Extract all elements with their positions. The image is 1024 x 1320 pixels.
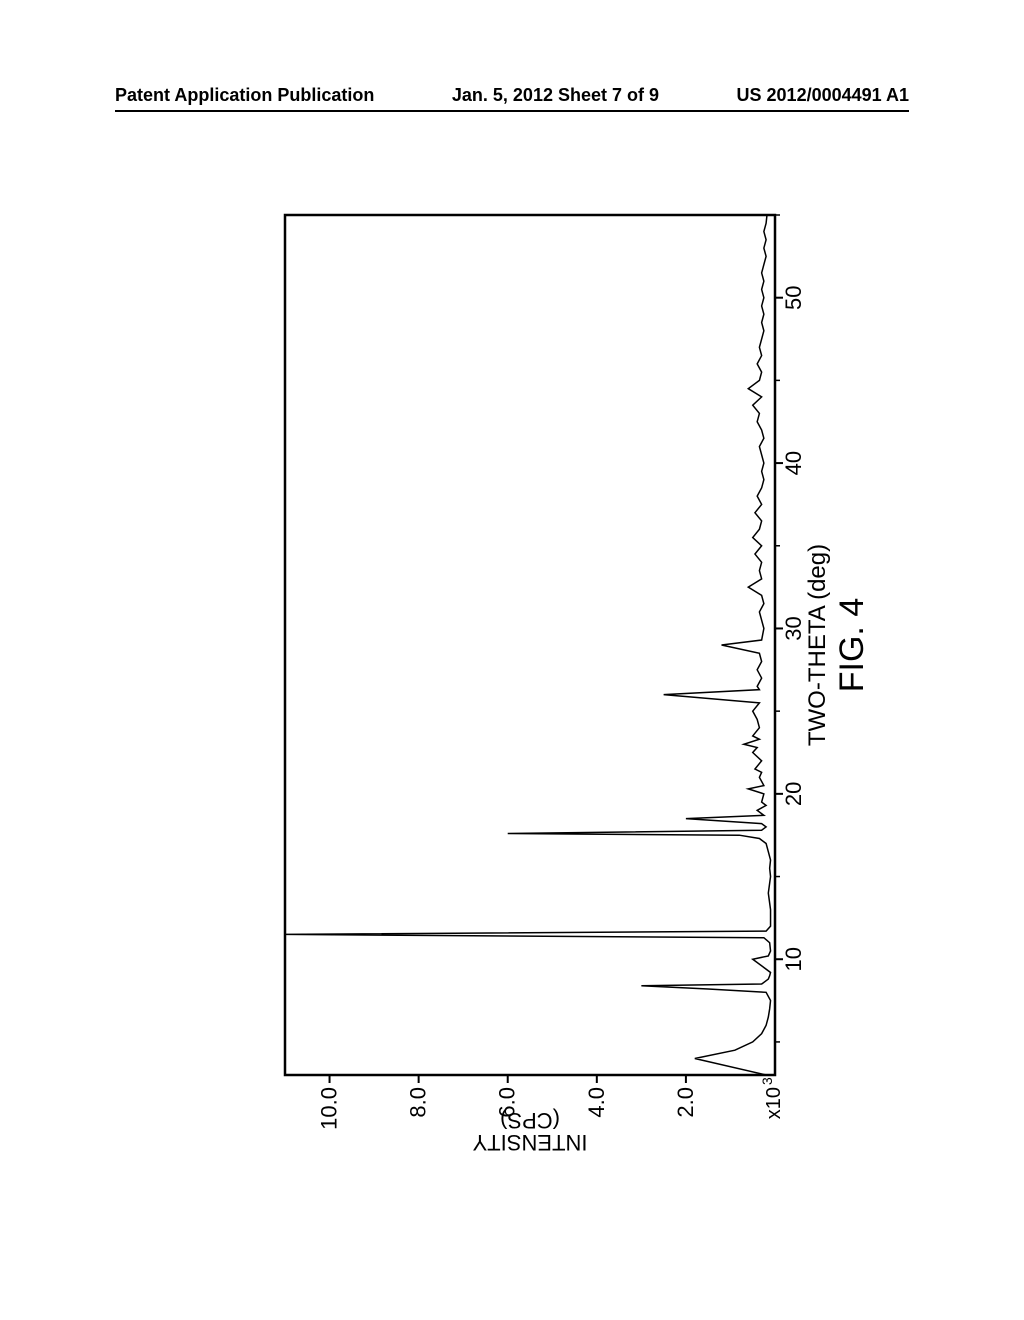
svg-text:8.0: 8.0 (406, 1087, 431, 1118)
xrd-chart: 1020304050TWO-THETA (deg)2.04.06.08.010.… (185, 155, 865, 1195)
svg-text:4.0: 4.0 (584, 1087, 609, 1118)
svg-text:FIG. 4: FIG. 4 (833, 598, 865, 692)
header-patent-number: US 2012/0004491 A1 (737, 85, 909, 106)
chart-svg: 1020304050TWO-THETA (deg)2.04.06.08.010.… (185, 155, 865, 1195)
header-publication: Patent Application Publication (115, 85, 374, 106)
svg-text:2.0: 2.0 (673, 1087, 698, 1118)
header-divider (115, 110, 909, 112)
svg-text:10.0: 10.0 (317, 1087, 342, 1130)
svg-text:3: 3 (759, 1077, 775, 1085)
svg-text:40: 40 (781, 451, 806, 475)
svg-text:10: 10 (781, 947, 806, 971)
page-header: Patent Application Publication Jan. 5, 2… (0, 85, 1024, 106)
header-date-sheet: Jan. 5, 2012 Sheet 7 of 9 (452, 85, 659, 106)
svg-text:20: 20 (781, 782, 806, 806)
svg-text:x10: x10 (763, 1087, 785, 1119)
svg-text:30: 30 (781, 616, 806, 640)
svg-text:(CPS): (CPS) (500, 1108, 560, 1133)
svg-text:50: 50 (781, 285, 806, 309)
svg-text:TWO-THETA (deg): TWO-THETA (deg) (804, 544, 831, 746)
